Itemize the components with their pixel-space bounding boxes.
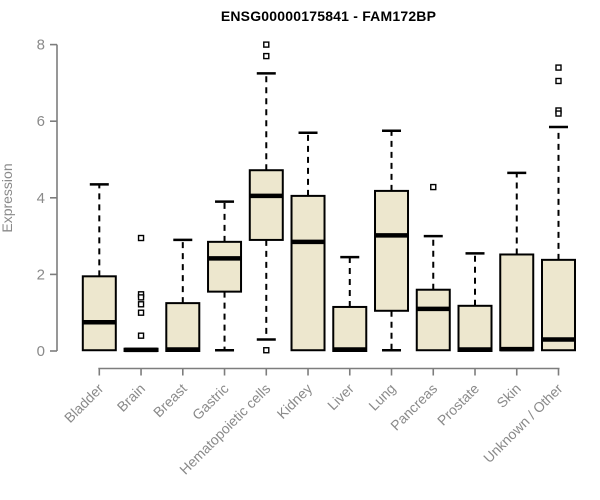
outlier-point xyxy=(137,234,145,242)
x-tick-label: Brain xyxy=(114,380,148,414)
x-tick-label: Liver xyxy=(324,380,357,413)
box xyxy=(499,253,535,352)
y-tick-label: 0 xyxy=(37,343,45,360)
outlier-point xyxy=(555,110,562,117)
x-tick-label: Lung xyxy=(365,380,398,413)
outlier-point xyxy=(137,332,145,339)
y-tick-label: 2 xyxy=(37,266,45,283)
box xyxy=(332,305,368,352)
outlier-point xyxy=(137,301,145,308)
outlier-point xyxy=(555,77,562,85)
x-tick-label: Breast xyxy=(150,380,190,420)
x-tick-label: Unknown / Other xyxy=(480,380,566,466)
box-group-unknown-other xyxy=(540,64,576,352)
box-group-lung xyxy=(374,129,410,352)
box xyxy=(207,240,243,293)
box xyxy=(290,194,326,352)
box xyxy=(415,288,451,352)
x-tick-label: Skin xyxy=(493,380,524,411)
outlier-point xyxy=(137,294,145,301)
chart-title: ENSG00000175841 - FAM172BP xyxy=(220,8,437,24)
box-group-pancreas xyxy=(415,183,451,352)
box xyxy=(248,169,284,241)
box-group-gastric xyxy=(207,200,243,352)
box-group-kidney xyxy=(290,131,326,352)
outlier-point xyxy=(430,183,437,191)
box xyxy=(374,189,410,312)
box-group-liver xyxy=(332,255,368,352)
box xyxy=(81,275,117,352)
outlier-point xyxy=(555,64,562,71)
box-group-brain xyxy=(123,234,159,353)
x-tick-label: Prostate xyxy=(434,380,482,428)
outlier-point xyxy=(263,52,270,60)
x-tick-label: Kidney xyxy=(274,380,316,422)
box-group-bladder xyxy=(81,183,117,352)
box xyxy=(457,304,493,352)
y-tick-label: 4 xyxy=(37,190,45,207)
box-group-skin xyxy=(499,171,535,352)
x-tick-label: Bladder xyxy=(61,380,107,426)
outlier-point xyxy=(137,309,145,316)
box xyxy=(540,258,576,352)
y-tick-label: 8 xyxy=(37,37,45,54)
box-group-prostate xyxy=(457,252,493,352)
box-group-hematopoietic-cells xyxy=(248,41,284,354)
y-tick-label: 6 xyxy=(37,113,45,130)
box-group-breast xyxy=(165,238,201,352)
box xyxy=(165,302,201,352)
outlier-point xyxy=(263,347,270,354)
outlier-point xyxy=(263,41,270,48)
